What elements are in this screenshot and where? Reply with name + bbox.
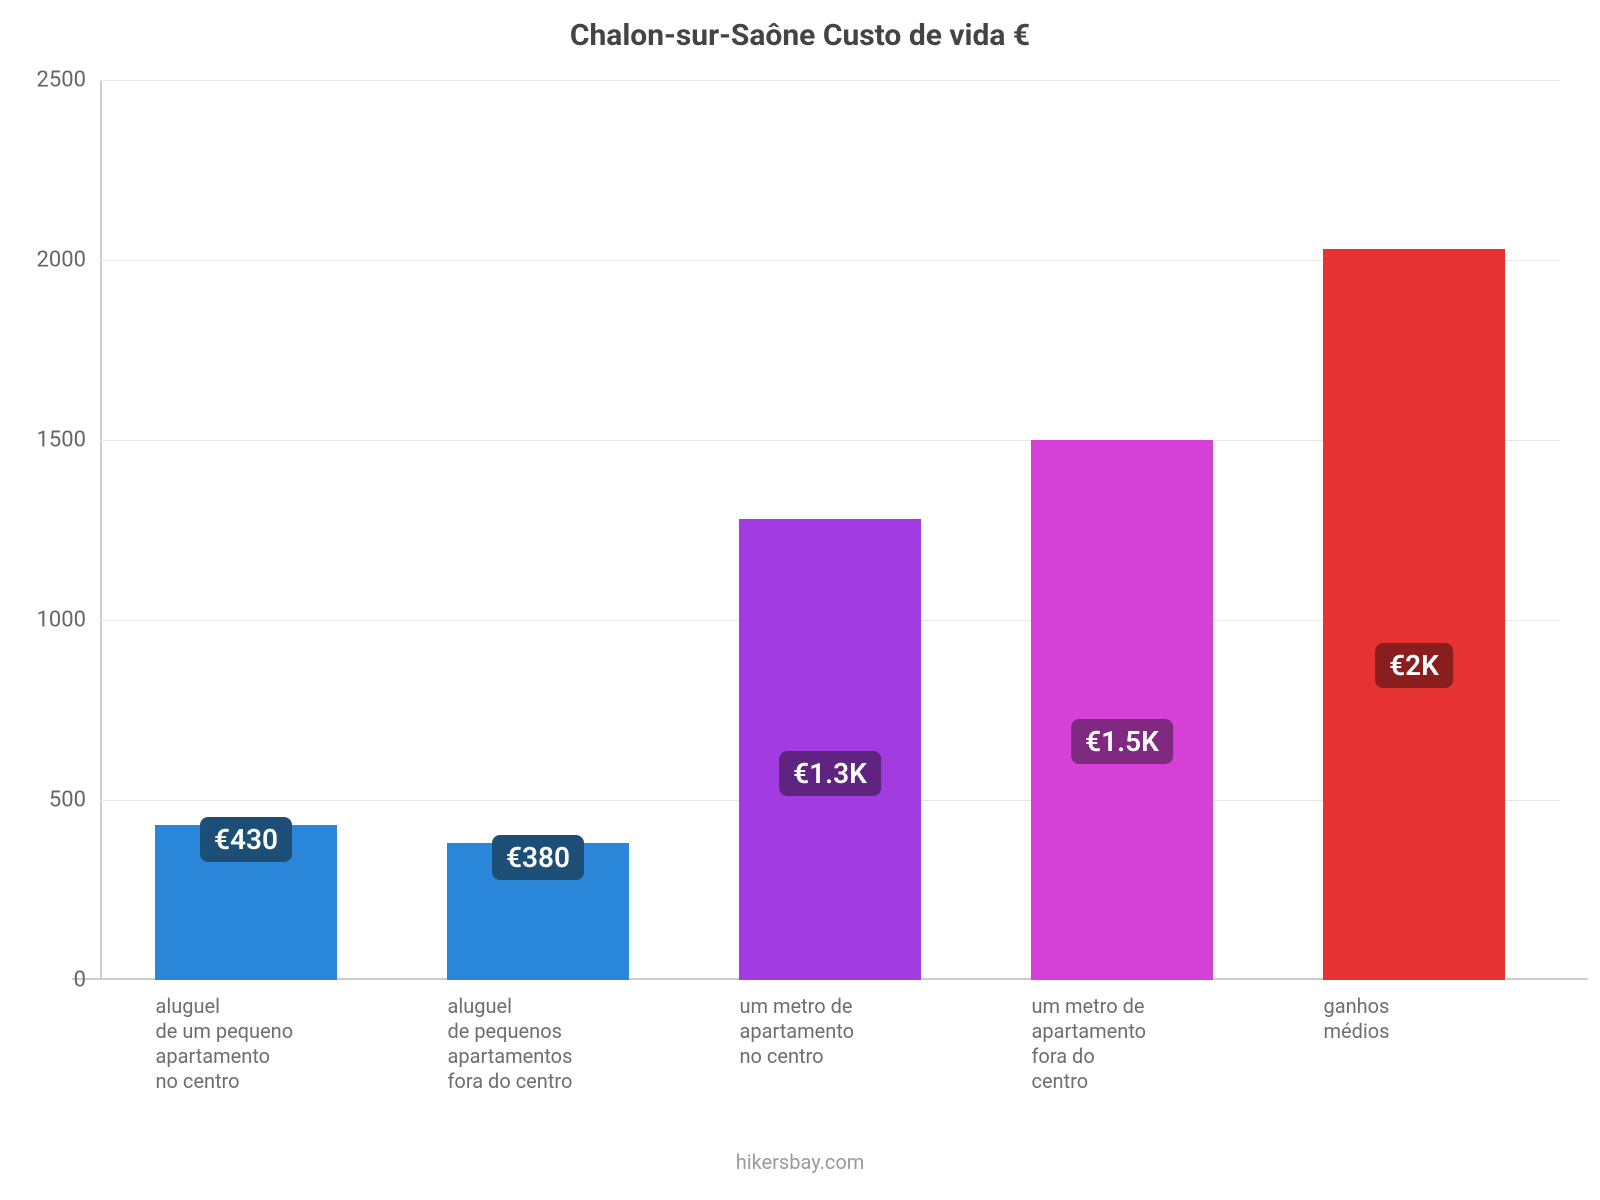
grid-line	[100, 80, 1560, 81]
x-axis-label: um metro de apartamento no centro	[684, 980, 976, 1094]
bar-value-badge: €1.3K	[779, 751, 881, 796]
bar: €430	[155, 825, 336, 980]
x-axis-extension-right	[1560, 978, 1588, 980]
y-tick-label: 0	[74, 968, 86, 993]
plot-area: 05001000150020002500 €430€380€1.3K€1.5K€…	[100, 80, 1560, 980]
y-tick-label: 1500	[37, 428, 86, 453]
x-axis-label: aluguel de um pequeno apartamento no cen…	[100, 980, 392, 1094]
bar-chart: Chalon-sur-Saône Custo de vida € 0 500 100…	[0, 0, 1600, 1200]
y-tick-label: 1000	[37, 608, 86, 633]
x-axis-label: aluguel de pequenos apartamentos fora do…	[392, 980, 684, 1094]
y-tick-label: 2500	[37, 68, 86, 93]
bar: €2K	[1323, 249, 1504, 980]
x-axis-label: ganhos médios	[1268, 980, 1560, 1094]
bar-value-badge: €2K	[1375, 643, 1453, 688]
bar-value-badge: €430	[200, 817, 292, 862]
y-axis	[100, 80, 102, 980]
y-tick-label: 2000	[37, 248, 86, 273]
bar-value-badge: €1.5K	[1071, 719, 1173, 764]
x-labels: aluguel de um pequeno apartamento no cen…	[100, 980, 1560, 1094]
bar: €1.3K	[739, 519, 920, 980]
bar: €1.5K	[1031, 440, 1212, 980]
chart-title: Chalon-sur-Saône Custo de vida €	[0, 18, 1600, 53]
x-axis-label: um metro de apartamento fora do centro	[976, 980, 1268, 1094]
bar-value-badge: €380	[492, 835, 584, 880]
bar: €380	[447, 843, 628, 980]
y-tick-label: 500	[49, 788, 86, 813]
chart-footer: hikersbay.com	[0, 1150, 1600, 1174]
